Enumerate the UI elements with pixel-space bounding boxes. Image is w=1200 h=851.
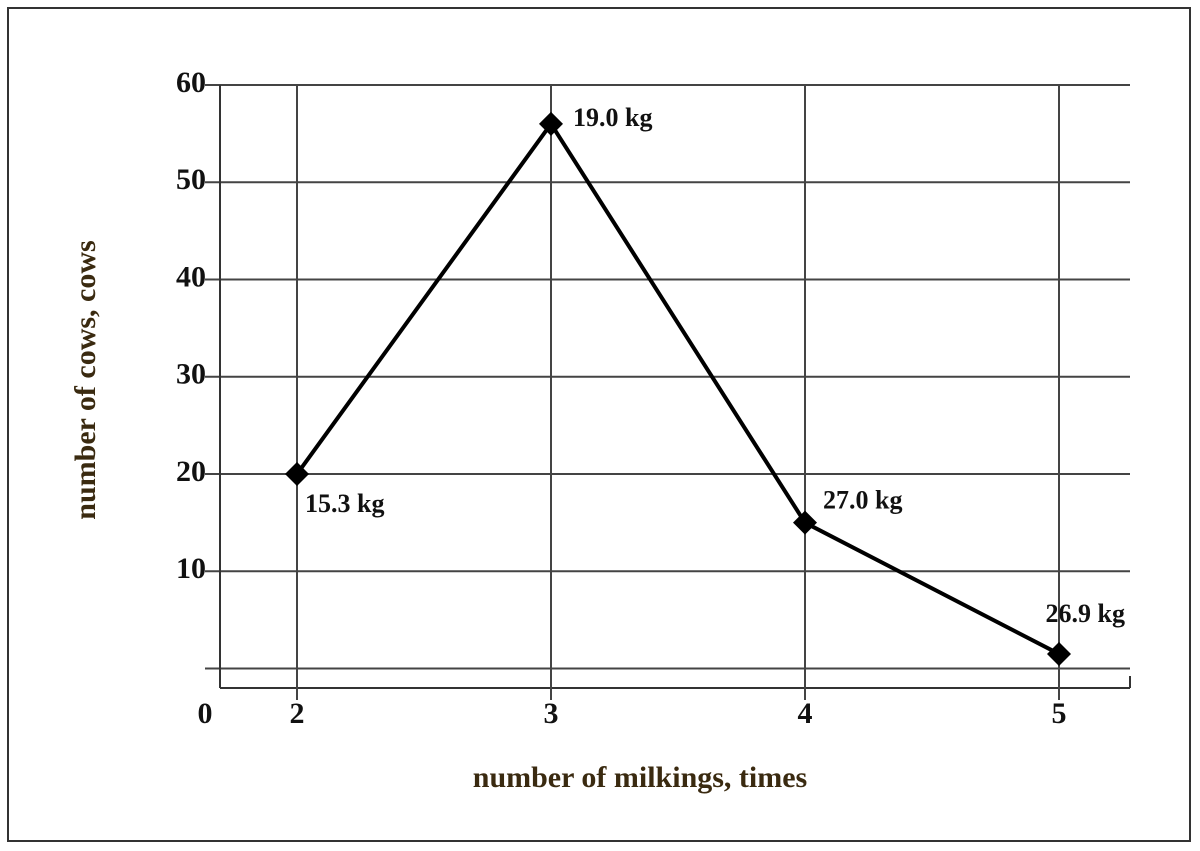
x-tick-label: 4 <box>798 697 813 730</box>
marker <box>539 111 563 136</box>
frame <box>7 7 1191 842</box>
line <box>295 120 1060 656</box>
y-axis-title: number of cows, cows <box>69 240 102 519</box>
x-tick-label: 2 <box>290 697 305 730</box>
data-label: 27.0 kg <box>823 486 902 515</box>
y-tick-label: 30 <box>176 358 206 391</box>
data-label: 15.3 kg <box>305 489 384 518</box>
marker <box>793 510 817 535</box>
y-tick-label: 60 <box>176 66 206 99</box>
x-axis-title: number of milkings, times <box>473 761 807 794</box>
data-label: 19.0 kg <box>573 103 652 132</box>
x-tick-label: 5 <box>1052 697 1067 730</box>
x-tick-label: 3 <box>544 697 559 730</box>
origin-label: 0 <box>198 697 213 730</box>
y-tick-label: 10 <box>176 552 206 585</box>
marker <box>1047 641 1071 666</box>
y-tick-label: 40 <box>176 260 206 293</box>
marker <box>285 462 309 487</box>
y-tick-label: 20 <box>176 455 206 488</box>
y-tick-label: 50 <box>176 163 206 196</box>
data-label: 26.9 kg <box>1046 599 1125 628</box>
